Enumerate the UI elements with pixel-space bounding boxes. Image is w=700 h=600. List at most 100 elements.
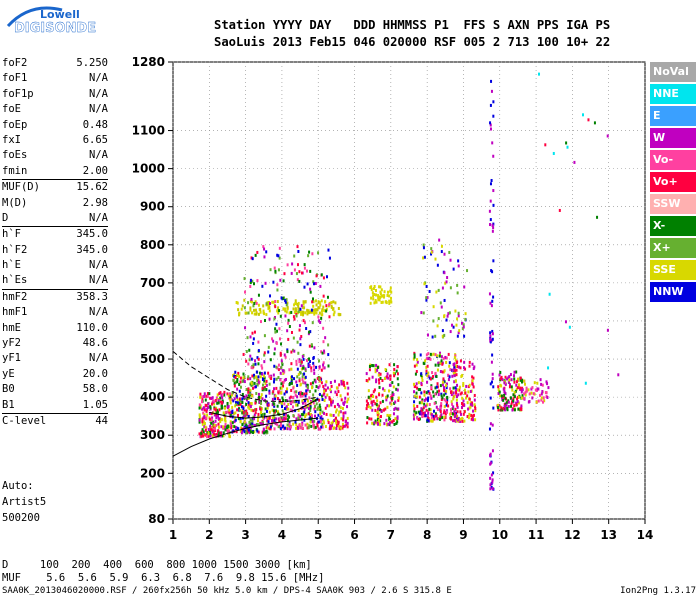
echo-point xyxy=(416,360,419,364)
echo-point xyxy=(412,357,415,361)
echo-point xyxy=(427,374,430,378)
echo-point xyxy=(206,407,209,411)
echo-point xyxy=(205,416,208,420)
echo-point xyxy=(417,388,420,392)
echo-point xyxy=(389,377,392,381)
echo-point xyxy=(432,319,435,323)
echo-point xyxy=(272,339,275,343)
echo-point xyxy=(202,394,205,398)
echo-point xyxy=(232,429,235,433)
echo-point xyxy=(253,417,256,421)
echo-point xyxy=(235,400,238,404)
echo-point xyxy=(463,388,466,392)
echo-point xyxy=(428,391,431,395)
echo-point xyxy=(414,372,417,376)
echo-point xyxy=(415,411,418,415)
echo-point xyxy=(463,410,466,414)
echo-point xyxy=(317,306,320,310)
echo-point xyxy=(265,383,268,387)
echo-point xyxy=(441,334,444,338)
echo-point xyxy=(295,272,298,276)
echo-point xyxy=(256,279,259,283)
echo-point xyxy=(237,427,240,431)
echo-point xyxy=(346,381,349,385)
echo-point xyxy=(365,372,368,376)
echo-point xyxy=(455,373,458,377)
echo-point xyxy=(209,432,212,436)
echo-point xyxy=(208,392,211,396)
echo-point xyxy=(289,425,292,429)
echo-point xyxy=(289,427,292,431)
echo-point xyxy=(220,418,223,422)
echo-point xyxy=(492,100,495,104)
echo-point xyxy=(262,304,265,308)
echo-point xyxy=(390,398,393,402)
echo-point xyxy=(463,285,466,289)
echo-point xyxy=(386,293,389,297)
echo-point xyxy=(444,416,447,420)
echo-point xyxy=(452,397,455,401)
echo-point xyxy=(395,369,398,373)
echo-point xyxy=(372,364,375,368)
echo-point xyxy=(520,396,523,400)
echo-point xyxy=(293,310,296,314)
echo-point xyxy=(301,421,304,425)
echo-point xyxy=(491,487,494,491)
echo-point xyxy=(243,395,246,399)
echo-point xyxy=(299,383,302,387)
echo-point xyxy=(221,400,224,404)
echo-point xyxy=(246,336,249,340)
echo-point xyxy=(207,432,210,436)
echo-point xyxy=(511,388,514,392)
echo-point xyxy=(250,366,253,370)
echo-point xyxy=(253,312,256,316)
echo-point xyxy=(460,321,463,325)
echo-point xyxy=(509,373,512,377)
echo-point xyxy=(423,411,426,415)
echo-point xyxy=(242,396,245,400)
echo-point xyxy=(430,252,433,256)
echo-point xyxy=(508,380,511,384)
echo-point xyxy=(295,362,298,366)
echo-point xyxy=(456,364,459,368)
echo-point xyxy=(394,417,397,421)
echo-point xyxy=(333,426,336,430)
x-tick-label: 4 xyxy=(278,528,286,542)
echo-point xyxy=(330,402,333,406)
echo-point xyxy=(441,383,444,387)
echo-point xyxy=(286,348,289,352)
echo-point xyxy=(492,189,495,193)
echo-point xyxy=(440,402,443,406)
echo-point xyxy=(468,397,471,401)
y-tick-label: 80 xyxy=(148,512,165,526)
echo-point xyxy=(426,418,429,422)
echo-point xyxy=(301,310,304,314)
echo-point xyxy=(373,301,376,305)
x-tick-label: 13 xyxy=(600,528,617,542)
echo-point xyxy=(423,402,426,406)
echo-point xyxy=(424,414,427,418)
echo-point xyxy=(304,405,307,409)
legend-item: Vo+ xyxy=(650,172,696,192)
echo-point xyxy=(365,407,368,411)
echo-point xyxy=(296,367,299,371)
echo-point xyxy=(322,363,325,367)
echo-point xyxy=(259,407,262,411)
echo-point xyxy=(290,381,293,385)
echo-point xyxy=(489,223,492,227)
echo-point xyxy=(268,391,271,395)
echo-point xyxy=(248,358,251,362)
echo-point xyxy=(229,398,232,402)
echo-point xyxy=(321,308,324,312)
echo-point xyxy=(238,409,241,413)
echo-point xyxy=(382,387,385,391)
echo-point xyxy=(257,378,260,382)
echo-point xyxy=(239,429,242,433)
echo-point xyxy=(201,428,204,432)
echo-point xyxy=(371,408,374,412)
echo-point xyxy=(301,355,304,359)
echo-point xyxy=(243,277,246,281)
echo-point xyxy=(340,398,343,402)
echo-point xyxy=(454,358,457,362)
echo-point xyxy=(212,399,215,403)
